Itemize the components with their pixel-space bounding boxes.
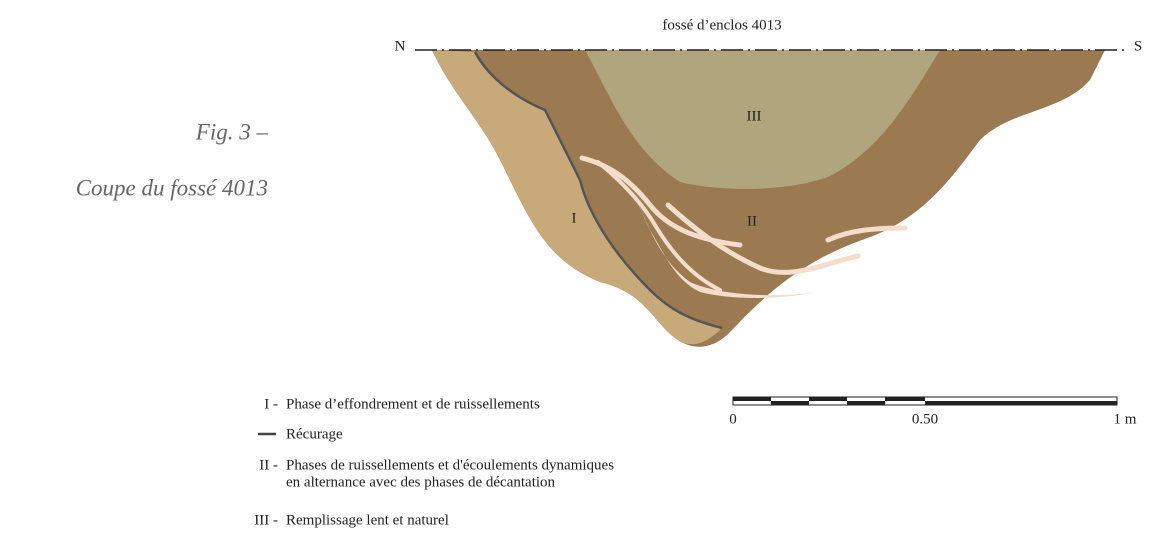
legend-text: Remplissage lent et naturel — [286, 512, 449, 528]
scale-segment — [771, 401, 809, 405]
scale-bar: 0 0.50 1 m — [729, 397, 1137, 427]
legend-text: Phases de ruissellements et d'écoulement… — [286, 457, 614, 473]
section-title: fossé d’enclos 4013 — [662, 17, 781, 33]
zone-label: I — [572, 210, 577, 226]
scale-segment — [809, 397, 847, 401]
scale-label: 1 m — [1114, 411, 1137, 427]
scale-label: 0.50 — [912, 411, 938, 427]
scale-label: 0 — [729, 411, 737, 427]
zone-label: III — [747, 108, 762, 124]
scale-segment — [733, 397, 771, 401]
north-label: N — [395, 38, 406, 54]
figure-caption: Coupe du fossé 4013 — [76, 175, 268, 200]
south-label: S — [1134, 38, 1142, 54]
figure: fossé d’enclos 4013 N S III II I Fig. 3 … — [0, 0, 1149, 537]
legend-text: en alternance avec des phases de décanta… — [286, 474, 556, 490]
zone-label: II — [747, 213, 757, 229]
section: fossé d’enclos 4013 N S III II I — [395, 17, 1143, 346]
legend-text: Récurage — [286, 426, 343, 442]
figure-label: Fig. 3 – — [195, 119, 269, 144]
legend-code: III - — [254, 512, 278, 528]
scale-segment — [885, 397, 925, 401]
legend-code: I - — [264, 396, 278, 412]
legend-text: Phase d’effondrement et de ruissellement… — [286, 396, 540, 412]
scale-segment — [925, 401, 1117, 405]
legend-code: II - — [259, 457, 278, 473]
scale-segment — [847, 401, 885, 405]
legend: I - Phase d’effondrement et de ruisselle… — [254, 396, 614, 528]
